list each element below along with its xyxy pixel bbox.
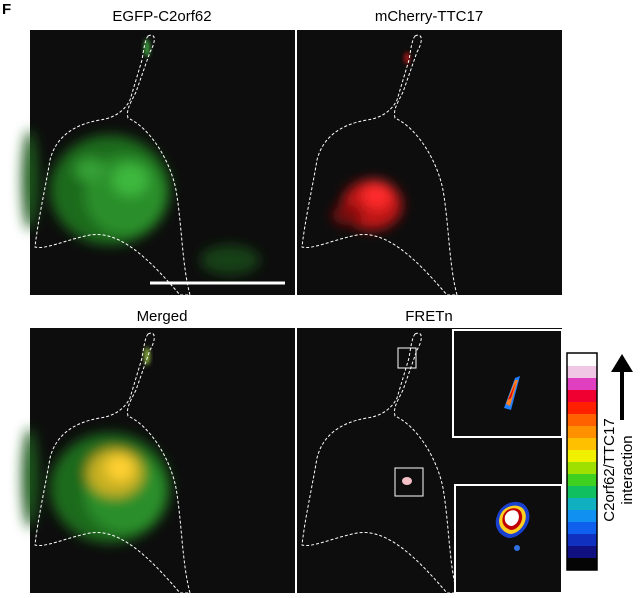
arrow <box>611 354 633 420</box>
colorbar <box>566 352 598 571</box>
image-egfp <box>22 30 295 296</box>
panel-title: FRETn <box>405 308 453 325</box>
colorbar-label: C2orf62/TTC17 <box>601 418 618 521</box>
panel-title: EGFP-C2orf62 <box>112 8 211 25</box>
image-merged <box>22 328 295 594</box>
image-mcherry <box>297 30 562 296</box>
panel-label: F <box>2 1 11 18</box>
image-fretn <box>297 328 563 594</box>
panel-title: Merged <box>137 308 188 325</box>
panel-title: mCherry-TTC17 <box>375 8 483 25</box>
colorbar-label: interaction <box>619 435 636 504</box>
